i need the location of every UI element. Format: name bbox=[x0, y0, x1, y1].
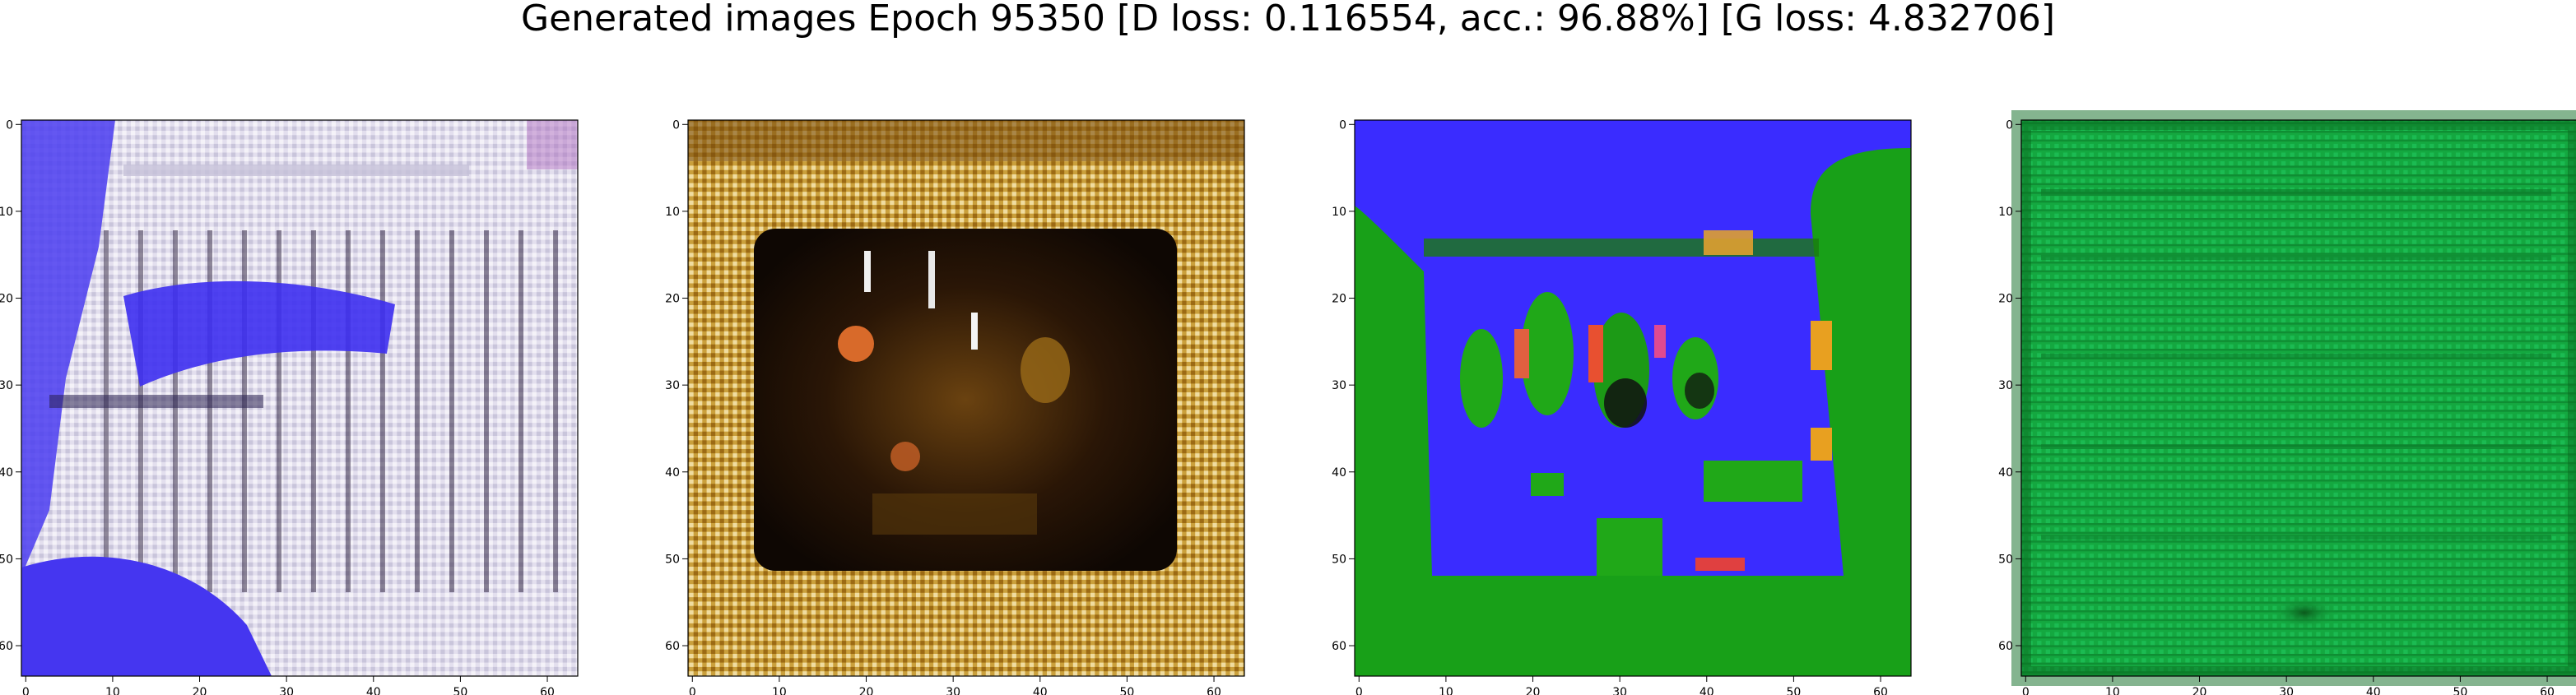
y-tick-label-4-4: 40 bbox=[1998, 466, 2013, 480]
x-axis-3: 0 10 20 30 40 50 60 bbox=[1355, 676, 1888, 695]
x-tick-label-2-6: 60 bbox=[1207, 686, 1221, 695]
x-tick-label-3-6: 60 bbox=[1873, 686, 1888, 695]
x-tick-label-1-6: 60 bbox=[540, 686, 555, 695]
y-tick-label-3-4: 40 bbox=[1332, 466, 1346, 480]
x-tick-label-2-2: 20 bbox=[859, 686, 874, 695]
y-tick-label-1-3: 30 bbox=[0, 379, 13, 392]
y-tick-label-3-5: 50 bbox=[1332, 553, 1346, 566]
x-tick-label-3-5: 50 bbox=[1786, 686, 1801, 695]
y-tick-label-2-4: 40 bbox=[665, 466, 680, 480]
y-axis-2: 0 10 20 30 40 50 60 bbox=[665, 118, 688, 653]
x-tick-label-3-0: 0 bbox=[1355, 686, 1363, 695]
image-panel-2: 0 10 20 30 40 50 60 0 10 20 30 40 50 60 bbox=[665, 118, 1244, 695]
x-tick-label-3-3: 30 bbox=[1612, 686, 1627, 695]
x-tick-label-3-2: 20 bbox=[1526, 686, 1541, 695]
y-tick-label-1-6: 60 bbox=[0, 640, 13, 653]
y-tick-label-4-2: 20 bbox=[1998, 293, 2013, 306]
generated-image-1 bbox=[21, 120, 578, 676]
y-tick-label-4-3: 30 bbox=[1998, 379, 2013, 392]
y-tick-label-2-2: 20 bbox=[665, 293, 680, 306]
x-axis-1: 0 10 20 30 40 50 60 bbox=[22, 676, 555, 695]
x-tick-label-4-0: 0 bbox=[2022, 686, 2030, 695]
generated-image-2 bbox=[688, 120, 1244, 676]
image-panel-1: 0 10 20 30 40 50 60 0 10 20 30 40 50 60 bbox=[0, 118, 578, 695]
x-tick-label-4-6: 60 bbox=[2540, 686, 2555, 695]
y-tick-label-2-6: 60 bbox=[665, 640, 680, 653]
y-tick-label-3-0: 0 bbox=[1339, 118, 1346, 132]
y-tick-label-3-3: 30 bbox=[1332, 379, 1346, 392]
y-tick-label-3-1: 10 bbox=[1332, 206, 1346, 219]
y-tick-label-1-1: 10 bbox=[0, 206, 13, 219]
x-axis-2: 0 10 20 30 40 50 60 bbox=[689, 676, 1221, 695]
x-tick-label-1-5: 50 bbox=[453, 686, 467, 695]
generated-image-3 bbox=[1355, 120, 1911, 676]
y-tick-label-3-2: 20 bbox=[1332, 293, 1346, 306]
x-tick-label-1-0: 0 bbox=[22, 686, 30, 695]
y-tick-label-4-1: 10 bbox=[1998, 206, 2013, 219]
x-tick-label-3-1: 10 bbox=[1439, 686, 1453, 695]
x-tick-label-2-3: 30 bbox=[946, 686, 960, 695]
y-tick-label-2-0: 0 bbox=[672, 118, 680, 132]
y-tick-label-1-0: 0 bbox=[6, 118, 13, 132]
image-panel-3: 0 10 20 30 40 50 60 0 10 20 30 40 50 60 bbox=[1332, 118, 1911, 695]
x-tick-label-4-5: 50 bbox=[2453, 686, 2467, 695]
x-tick-label-3-4: 40 bbox=[1700, 686, 1714, 695]
y-tick-label-4-6: 60 bbox=[1998, 640, 2013, 653]
x-tick-label-2-5: 50 bbox=[1119, 686, 1134, 695]
y-tick-label-4-5: 50 bbox=[1998, 553, 2013, 566]
x-tick-label-4-4: 40 bbox=[2366, 686, 2381, 695]
x-tick-label-4-3: 30 bbox=[2279, 686, 2294, 695]
y-tick-label-1-5: 50 bbox=[0, 553, 13, 566]
y-tick-label-1-2: 20 bbox=[0, 293, 13, 306]
x-tick-label-2-1: 10 bbox=[772, 686, 787, 695]
image-panel-4: 0 10 20 30 40 50 60 0 10 20 30 40 50 60 bbox=[1998, 118, 2576, 695]
y-tick-label-3-6: 60 bbox=[1332, 640, 1346, 653]
x-tick-label-4-1: 10 bbox=[2105, 686, 2120, 695]
x-tick-label-1-2: 20 bbox=[193, 686, 207, 695]
y-tick-label-2-1: 10 bbox=[665, 206, 680, 219]
y-tick-label-2-3: 30 bbox=[665, 379, 680, 392]
x-tick-label-1-3: 30 bbox=[279, 686, 294, 695]
y-tick-label-2-5: 50 bbox=[665, 553, 680, 566]
x-tick-label-1-1: 10 bbox=[105, 686, 120, 695]
generated-image-4 bbox=[2021, 120, 2576, 676]
y-axis-3: 0 10 20 30 40 50 60 bbox=[1332, 118, 1355, 653]
y-tick-label-4-0: 0 bbox=[2006, 118, 2013, 132]
y-axis-1: 0 10 20 30 40 50 60 bbox=[0, 118, 21, 653]
x-tick-label-2-4: 40 bbox=[1033, 686, 1048, 695]
x-tick-label-1-4: 40 bbox=[366, 686, 381, 695]
x-tick-label-2-0: 0 bbox=[689, 686, 696, 695]
y-tick-label-1-4: 40 bbox=[0, 466, 13, 480]
x-tick-label-4-2: 20 bbox=[2192, 686, 2207, 695]
